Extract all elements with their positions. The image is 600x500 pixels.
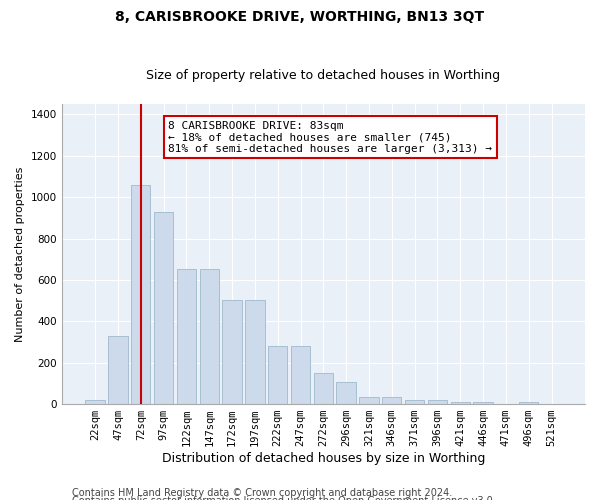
Text: 8 CARISBROOKE DRIVE: 83sqm
← 18% of detached houses are smaller (745)
81% of sem: 8 CARISBROOKE DRIVE: 83sqm ← 18% of deta… bbox=[168, 120, 492, 154]
Bar bbox=[245, 300, 265, 404]
Y-axis label: Number of detached properties: Number of detached properties bbox=[15, 166, 25, 342]
Bar bbox=[268, 346, 287, 404]
Bar bbox=[131, 184, 151, 404]
Bar bbox=[85, 400, 105, 404]
Bar bbox=[451, 402, 470, 404]
Title: Size of property relative to detached houses in Worthing: Size of property relative to detached ho… bbox=[146, 69, 500, 82]
Text: Contains HM Land Registry data © Crown copyright and database right 2024.: Contains HM Land Registry data © Crown c… bbox=[72, 488, 452, 498]
Bar bbox=[200, 268, 219, 404]
Bar bbox=[314, 373, 333, 404]
Bar bbox=[177, 268, 196, 404]
Bar bbox=[108, 336, 128, 404]
Bar bbox=[359, 397, 379, 404]
Bar bbox=[382, 397, 401, 404]
Bar bbox=[428, 400, 447, 404]
Bar bbox=[223, 300, 242, 404]
Bar bbox=[291, 346, 310, 404]
Text: 8, CARISBROOKE DRIVE, WORTHING, BN13 3QT: 8, CARISBROOKE DRIVE, WORTHING, BN13 3QT bbox=[115, 10, 485, 24]
Bar bbox=[405, 400, 424, 404]
Bar bbox=[154, 212, 173, 404]
Bar bbox=[337, 382, 356, 404]
Bar bbox=[519, 402, 538, 404]
Text: Contains public sector information licensed under the Open Government Licence v3: Contains public sector information licen… bbox=[72, 496, 496, 500]
Bar bbox=[473, 402, 493, 404]
X-axis label: Distribution of detached houses by size in Worthing: Distribution of detached houses by size … bbox=[161, 452, 485, 465]
